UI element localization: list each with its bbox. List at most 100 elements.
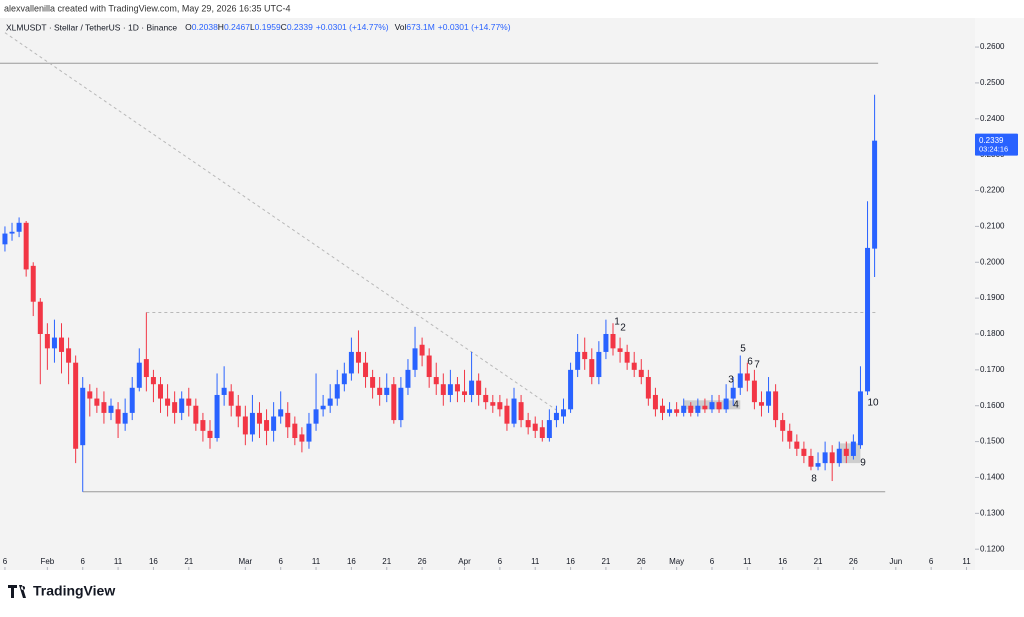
candle-body [292, 423, 298, 439]
x-tick-label: 11 [743, 557, 752, 566]
candle-body [681, 405, 687, 413]
candle-body [553, 412, 559, 421]
candle-body [2, 233, 8, 245]
x-tick-label: 21 [601, 557, 610, 566]
candle-body [794, 441, 800, 449]
candle-body [129, 387, 135, 413]
x-tick-label: 6 [710, 557, 715, 566]
candle-body [341, 373, 347, 385]
x-tick-label: 26 [849, 557, 858, 566]
candle-body [398, 387, 404, 421]
candle-body [9, 231, 15, 234]
range-box [839, 443, 861, 464]
candle-body [334, 384, 340, 399]
candle-body [59, 337, 65, 352]
candle-body [207, 430, 213, 439]
candle-body [568, 369, 574, 410]
x-tick-label: Apr [458, 557, 471, 566]
candle-body [327, 398, 333, 406]
candle-body [525, 420, 531, 428]
candle-body [624, 351, 630, 363]
candle-body [546, 420, 552, 439]
y-tick-label: 0.2200 [980, 186, 1005, 195]
plot-background [0, 18, 975, 570]
candle-body [667, 409, 673, 413]
candle-body [730, 387, 736, 399]
candle-body [610, 333, 616, 349]
annotation: 1 [614, 317, 620, 328]
legend-part: H [218, 22, 224, 32]
annotation: 6 [747, 357, 753, 368]
candle-body [674, 409, 680, 413]
candle-body [214, 394, 220, 439]
candle-body [193, 405, 199, 424]
x-tick-label: Feb [40, 557, 54, 566]
candle-body [108, 405, 114, 413]
x-tick-label: 21 [382, 557, 391, 566]
candle-body [405, 369, 411, 388]
candle-body [433, 377, 439, 385]
candle-body [815, 463, 821, 467]
candle-body [355, 351, 361, 363]
y-tick-label: 0.1200 [980, 544, 1005, 553]
x-tick-label: 6 [929, 557, 934, 566]
candle-body [539, 427, 545, 439]
x-tick-label: 16 [149, 557, 158, 566]
candle-body [363, 362, 369, 378]
x-tick-label: 16 [347, 557, 356, 566]
annotation: 3 [728, 375, 734, 386]
candle-body [143, 359, 149, 378]
x-tick-label: 26 [418, 557, 427, 566]
annotation: 7 [754, 360, 760, 371]
legend-part: 0.2038 [192, 22, 218, 32]
candle-body [638, 369, 644, 378]
ohlc-legend: O0.2038H0.2467L0.1959C0.2339 +0.0301 (+14… [185, 22, 511, 32]
candle-body [136, 362, 142, 388]
candle-body [249, 412, 255, 435]
candle-body [490, 402, 496, 406]
candle-body [440, 384, 446, 395]
annotation: 2 [620, 323, 626, 334]
legend-part: +0.0301 (+14.77%) [438, 22, 511, 32]
candle-body [447, 384, 453, 395]
candle-body [66, 348, 72, 363]
candle-body [115, 409, 121, 424]
candle-body [320, 405, 326, 410]
candle-body [469, 380, 475, 395]
y-tick-label: 0.1600 [980, 401, 1005, 410]
candle-body [412, 348, 418, 370]
candle-body [165, 398, 171, 406]
x-tick-label: 16 [566, 557, 575, 566]
x-tick-label: May [669, 557, 684, 566]
candle-body [857, 391, 863, 446]
x-tick-label: 11 [531, 557, 540, 566]
candle-body [426, 355, 432, 378]
legend-part: Vol [395, 22, 407, 32]
candle-body [773, 391, 779, 421]
candle-body [271, 416, 277, 431]
candle-body [758, 402, 764, 406]
candle-body [348, 351, 354, 374]
annotation: 10 [867, 398, 879, 409]
candle-body [278, 409, 284, 417]
x-tick-label: 16 [778, 557, 787, 566]
annotation: 5 [740, 344, 746, 355]
candle-body [242, 416, 248, 435]
candle-body [766, 391, 772, 406]
legend-part: +0.0301 (+14.77%) [316, 22, 389, 32]
candle-body [30, 265, 36, 302]
candle-body [631, 362, 637, 370]
candle-body [518, 402, 524, 421]
y-tick-label: 0.2000 [980, 257, 1005, 266]
candle-body [299, 434, 305, 442]
candle-body [850, 441, 856, 456]
x-tick-label: Mar [238, 557, 252, 566]
y-tick-label: 0.1400 [980, 473, 1005, 482]
last-price: 0.2339 [979, 136, 1004, 145]
price-axis-background [975, 18, 1024, 570]
candle-body [476, 380, 482, 395]
candle-body [780, 420, 786, 431]
candle-body [419, 344, 425, 356]
